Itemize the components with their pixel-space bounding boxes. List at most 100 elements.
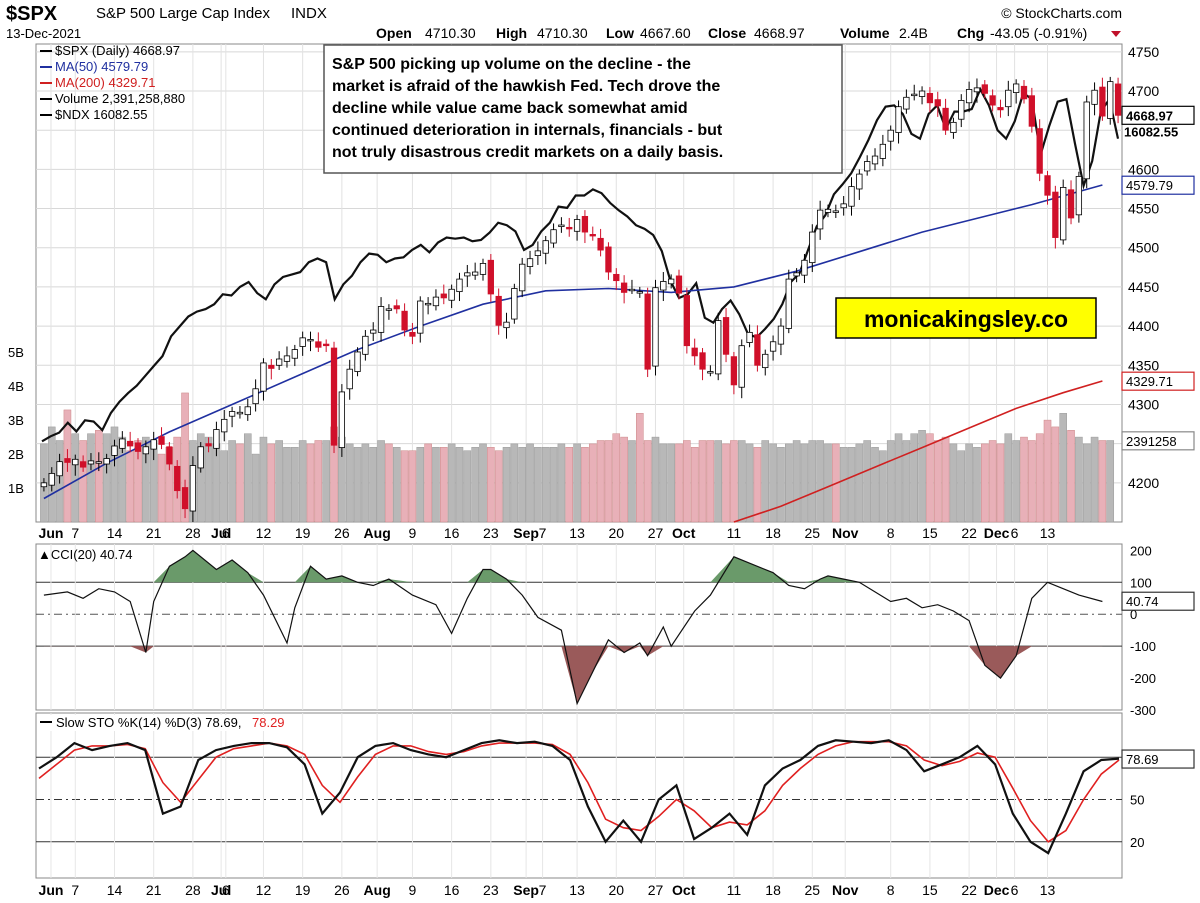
candle-body bbox=[48, 473, 55, 486]
volume-bar bbox=[863, 440, 871, 523]
candle-body bbox=[315, 341, 322, 348]
bottom-x-label: 16 bbox=[444, 882, 460, 898]
bottom-x-label: 28 bbox=[185, 882, 201, 898]
candle-body bbox=[754, 334, 761, 366]
price-x-label: 14 bbox=[107, 525, 123, 541]
candle-body bbox=[691, 347, 698, 357]
candle-body bbox=[566, 226, 573, 230]
volume-bar bbox=[432, 447, 440, 523]
close-value: 4668.97 bbox=[754, 25, 805, 41]
volume-bar bbox=[745, 443, 754, 523]
candle-body bbox=[652, 287, 659, 367]
candle-body bbox=[534, 250, 542, 256]
candle-body bbox=[40, 482, 48, 488]
candle-body bbox=[730, 356, 738, 386]
bottom-x-label: 7 bbox=[539, 882, 547, 898]
cci-overbought-fill bbox=[43, 550, 1103, 583]
price-last-flag-box bbox=[1121, 105, 1195, 125]
volume-bar bbox=[510, 443, 519, 523]
price-x-label: 18 bbox=[765, 525, 781, 541]
price-x-label: 6 bbox=[1011, 525, 1019, 541]
volume-bar bbox=[1075, 436, 1083, 523]
annotation-box: S&P 500 picking up volume on the decline… bbox=[323, 44, 843, 174]
bottom-x-label: Jul bbox=[211, 882, 231, 898]
price-x-label: 12 bbox=[256, 525, 272, 541]
candle-body bbox=[519, 263, 526, 292]
index-name: S&P 500 Large Cap Index bbox=[96, 5, 271, 22]
volume-bar bbox=[71, 433, 80, 523]
volume-bar bbox=[902, 440, 911, 523]
candle-body bbox=[989, 95, 996, 106]
bottom-x-label: 12 bbox=[256, 882, 272, 898]
volume-bar bbox=[879, 450, 887, 523]
candle-body bbox=[699, 352, 706, 370]
candle-body bbox=[299, 337, 306, 347]
cci-tick-label: -200 bbox=[1130, 671, 1156, 686]
volume-bar bbox=[479, 443, 487, 523]
volume-bar bbox=[910, 433, 919, 523]
sto-panel-frame bbox=[35, 712, 1123, 879]
bottom-x-label: 27 bbox=[648, 882, 664, 898]
source-credit: © StockCharts.com bbox=[1001, 5, 1122, 21]
candle-body bbox=[464, 272, 471, 277]
candle-body bbox=[879, 143, 887, 159]
candle-body bbox=[181, 487, 189, 510]
volume-bar bbox=[722, 443, 730, 523]
candle-body bbox=[918, 90, 926, 97]
bottom-x-label: 21 bbox=[146, 882, 162, 898]
candle-body bbox=[1083, 101, 1090, 180]
ma200-line bbox=[733, 380, 1103, 523]
volume-bar bbox=[792, 440, 801, 523]
volume-bar bbox=[737, 440, 746, 523]
volume-bar bbox=[667, 443, 675, 523]
price-x-label: 23 bbox=[483, 525, 499, 541]
candle-body bbox=[495, 295, 502, 326]
candle-body bbox=[244, 406, 251, 416]
candle-body bbox=[95, 461, 102, 464]
ma200-last-flag: 4329.71 bbox=[1126, 374, 1173, 389]
candle-body bbox=[346, 368, 353, 390]
candle-body bbox=[424, 302, 432, 306]
low-value: 4667.60 bbox=[640, 25, 691, 41]
volume-last-flag-box bbox=[1121, 431, 1195, 451]
volume-bar bbox=[1067, 430, 1075, 523]
candle-body bbox=[275, 358, 283, 366]
volume-bar bbox=[392, 447, 401, 523]
volume-bar bbox=[941, 436, 950, 523]
ma50-last-flag: 4579.79 bbox=[1126, 178, 1173, 193]
candle-body bbox=[605, 246, 612, 273]
candle-body bbox=[127, 440, 134, 447]
candle-body bbox=[769, 341, 777, 352]
bottom-x-label: 11 bbox=[727, 882, 742, 898]
chg-label: Chg bbox=[957, 25, 984, 41]
volume-bar bbox=[753, 447, 762, 523]
annotation-line: S&P 500 picking up volume on the decline… bbox=[332, 56, 691, 73]
volume-tick-label: 5B bbox=[8, 345, 24, 360]
candle-body bbox=[432, 296, 440, 307]
volume-bar bbox=[102, 433, 111, 523]
volume-bar bbox=[345, 443, 354, 523]
volume-bar bbox=[690, 447, 699, 523]
legend-entry: $SPX (Daily) 4668.97 bbox=[55, 43, 180, 58]
bottom-x-label: Oct bbox=[672, 882, 696, 898]
price-tick-label: 4550 bbox=[1128, 201, 1159, 217]
quote-line: Open 4710.30 High 4710.30 Low 4667.60 Cl… bbox=[376, 25, 1087, 41]
volume-bar bbox=[267, 443, 276, 523]
price-x-label: 6 bbox=[222, 525, 230, 541]
cci-last-flag-box bbox=[1121, 591, 1195, 611]
ndx-last-flag: 16082.55 bbox=[1124, 124, 1178, 139]
price-x-label: Jul bbox=[211, 525, 231, 541]
legend-entry: $NDX 16082.55 bbox=[55, 107, 148, 122]
price-tick-label: 4700 bbox=[1128, 83, 1159, 99]
sto-last-flag: 78.69 bbox=[1126, 752, 1159, 767]
candle-body bbox=[472, 271, 479, 276]
candle-body bbox=[738, 345, 745, 388]
volume-bar bbox=[181, 392, 189, 523]
volume-bar bbox=[518, 447, 526, 523]
price-x-label: Oct bbox=[672, 525, 696, 541]
ndx-line bbox=[41, 86, 1120, 443]
bottom-x-label: 13 bbox=[1040, 882, 1056, 898]
candle-body bbox=[417, 300, 424, 334]
candle-body bbox=[895, 106, 902, 133]
volume-bar bbox=[283, 447, 291, 523]
